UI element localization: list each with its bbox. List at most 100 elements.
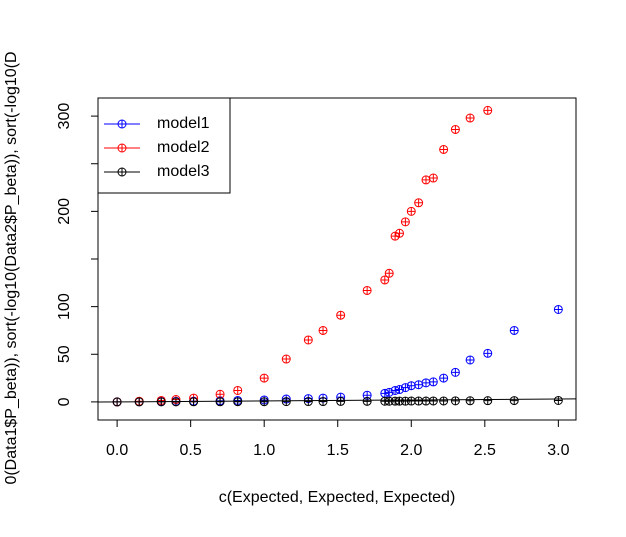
point xyxy=(380,396,390,406)
point xyxy=(390,231,400,241)
marker-cross xyxy=(510,326,519,335)
y-tick-label: 50 xyxy=(56,345,73,363)
marker-cross xyxy=(260,374,269,383)
point xyxy=(465,113,475,123)
marker-cross xyxy=(510,396,519,405)
marker-cross xyxy=(554,305,563,314)
legend-label: model2 xyxy=(157,139,210,156)
point xyxy=(509,396,519,406)
x-tick-label: 2.0 xyxy=(400,442,422,459)
marker-cross xyxy=(414,380,423,389)
y-tick-label: 0 xyxy=(56,397,73,406)
point xyxy=(428,377,438,387)
marker-cross xyxy=(385,388,394,397)
point xyxy=(439,396,449,406)
marker-cross xyxy=(233,397,242,406)
marker-cross xyxy=(429,174,438,183)
point xyxy=(414,380,424,390)
marker-cross xyxy=(118,144,126,152)
point xyxy=(421,378,431,388)
marker-cross xyxy=(319,397,328,406)
marker-cross xyxy=(466,114,475,123)
marker-cross xyxy=(421,175,430,184)
reference-line xyxy=(97,398,577,403)
point xyxy=(450,367,460,377)
marker-cross xyxy=(466,355,475,364)
marker-cross xyxy=(414,198,423,207)
point xyxy=(400,217,410,227)
point xyxy=(421,396,431,406)
marker-cross xyxy=(304,397,313,406)
marker-cross xyxy=(336,311,345,320)
point xyxy=(303,335,313,345)
point xyxy=(215,389,225,399)
marker-cross xyxy=(363,286,372,295)
marker-cross xyxy=(451,125,460,134)
marker-cross xyxy=(466,396,475,405)
marker-cross xyxy=(380,389,389,398)
marker-cross xyxy=(319,326,328,335)
marker-cross xyxy=(216,390,225,399)
marker-cross xyxy=(451,368,460,377)
y-tick-label: 100 xyxy=(56,293,73,320)
point xyxy=(318,397,328,407)
point xyxy=(465,396,475,406)
point xyxy=(380,388,390,398)
marker-cross xyxy=(421,378,430,387)
marker-cross xyxy=(282,397,291,406)
point xyxy=(414,396,424,406)
point xyxy=(421,175,431,185)
marker-cross xyxy=(118,168,126,176)
point xyxy=(233,385,243,395)
point xyxy=(303,397,313,407)
point xyxy=(380,275,390,285)
marker-cross xyxy=(483,396,492,405)
marker-cross xyxy=(483,106,492,115)
marker-cross xyxy=(414,397,423,406)
point xyxy=(483,105,493,115)
point xyxy=(450,124,460,134)
point xyxy=(483,348,493,358)
point xyxy=(336,310,346,320)
y-axis-label: 0(Data1$P_beta)), sort(-log10(Data2$P_be… xyxy=(3,51,20,484)
legend-label: model3 xyxy=(157,163,210,180)
y-tick-label: 300 xyxy=(56,103,73,130)
marker-cross xyxy=(451,396,460,405)
marker-cross xyxy=(233,386,242,395)
point xyxy=(215,397,225,407)
x-tick-label: 1.0 xyxy=(253,442,275,459)
marker-cross xyxy=(216,397,225,406)
legend-entry: model1 xyxy=(104,115,210,132)
marker-cross xyxy=(429,377,438,386)
marker-cross xyxy=(554,396,563,405)
point xyxy=(465,355,475,365)
marker-cross xyxy=(336,397,345,406)
x-tick-label: 0.5 xyxy=(180,442,202,459)
point xyxy=(414,198,424,208)
legend-box xyxy=(97,97,231,194)
point xyxy=(509,325,519,335)
point xyxy=(259,397,269,407)
marker-cross xyxy=(260,397,269,406)
point xyxy=(400,383,410,393)
x-tick-label: 1.5 xyxy=(327,442,349,459)
marker-cross xyxy=(395,385,404,394)
point xyxy=(406,206,416,216)
point xyxy=(450,396,460,406)
marker-cross xyxy=(391,232,400,241)
point xyxy=(281,397,291,407)
marker-cross xyxy=(380,397,389,406)
y-tick-label: 200 xyxy=(56,198,73,225)
point xyxy=(428,396,438,406)
marker-cross xyxy=(439,145,448,154)
point xyxy=(318,325,328,335)
point xyxy=(259,373,269,383)
point xyxy=(362,396,372,406)
marker-cross xyxy=(483,349,492,358)
marker-cross xyxy=(439,374,448,383)
x-tick-label: 0.0 xyxy=(106,442,128,459)
legend-label: model1 xyxy=(157,115,210,132)
point xyxy=(233,397,243,407)
point xyxy=(439,373,449,383)
